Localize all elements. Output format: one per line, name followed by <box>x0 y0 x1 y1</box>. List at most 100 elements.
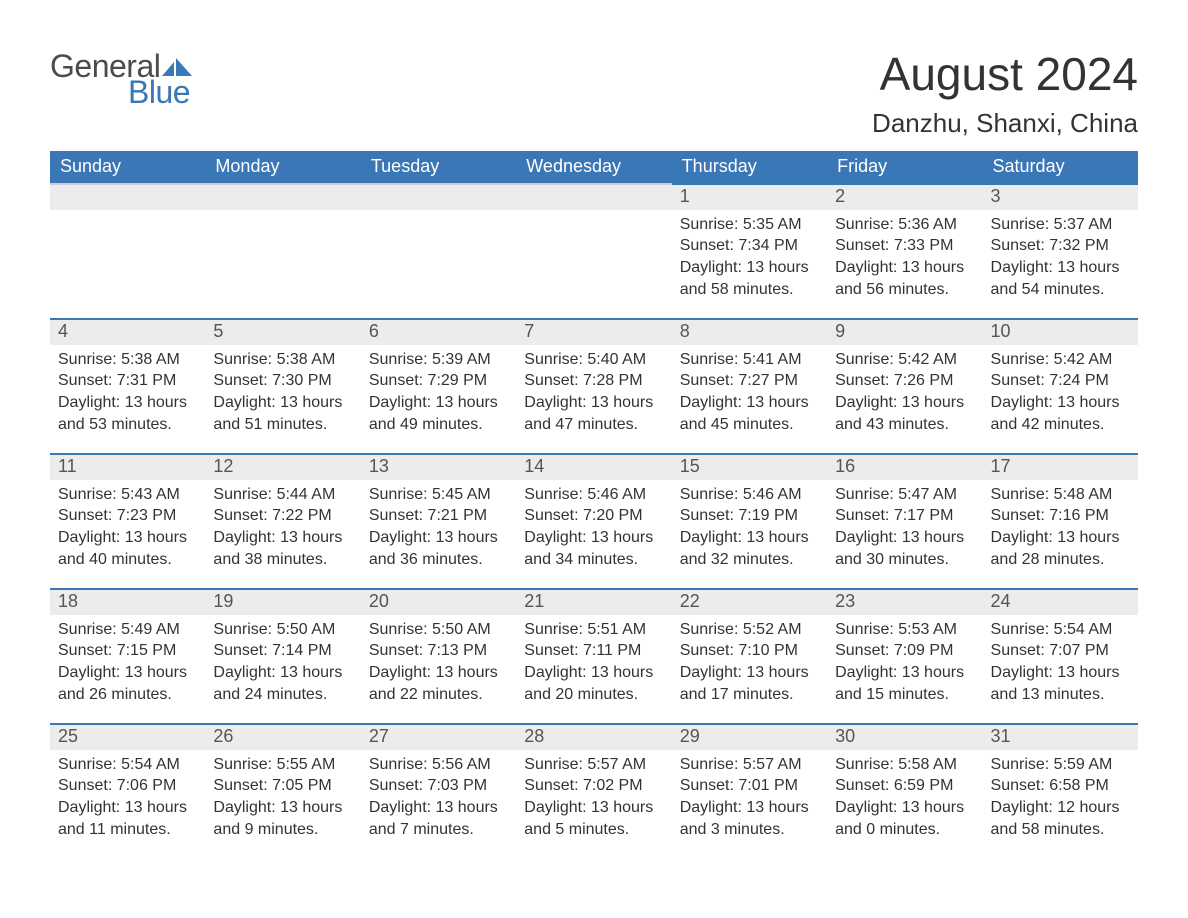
day-number: 31 <box>983 723 1138 750</box>
calendar-page: General Blue August 2024 Danzhu, Shanxi,… <box>0 0 1188 898</box>
day-cell: 20Sunrise: 5:50 AMSunset: 7:13 PMDayligh… <box>361 588 516 723</box>
sunset-line: Sunset: 7:16 PM <box>991 505 1130 527</box>
sunrise-line: Sunrise: 5:41 AM <box>680 349 819 371</box>
sunrise-line: Sunrise: 5:47 AM <box>835 484 974 506</box>
sunrise-line: Sunrise: 5:46 AM <box>680 484 819 506</box>
daylight-line: Daylight: 13 hours and 9 minutes. <box>213 797 352 840</box>
week-row: 11Sunrise: 5:43 AMSunset: 7:23 PMDayligh… <box>50 453 1138 588</box>
day-body: Sunrise: 5:35 AMSunset: 7:34 PMDaylight:… <box>672 210 827 300</box>
day-number: 13 <box>361 453 516 480</box>
day-cell-empty <box>205 183 360 318</box>
day-number: 1 <box>672 183 827 210</box>
sunset-line: Sunset: 7:15 PM <box>58 640 197 662</box>
sunrise-line: Sunrise: 5:55 AM <box>213 754 352 776</box>
day-number: 17 <box>983 453 1138 480</box>
day-body: Sunrise: 5:39 AMSunset: 7:29 PMDaylight:… <box>361 345 516 435</box>
day-number: 2 <box>827 183 982 210</box>
day-cell: 5Sunrise: 5:38 AMSunset: 7:30 PMDaylight… <box>205 318 360 453</box>
daylight-line: Daylight: 13 hours and 32 minutes. <box>680 527 819 570</box>
day-number: 26 <box>205 723 360 750</box>
sunrise-line: Sunrise: 5:53 AM <box>835 619 974 641</box>
weekday-header: Thursday <box>672 151 827 183</box>
weekday-header-row: SundayMondayTuesdayWednesdayThursdayFrid… <box>50 151 1138 183</box>
sunset-line: Sunset: 7:30 PM <box>213 370 352 392</box>
daylight-line: Daylight: 13 hours and 49 minutes. <box>369 392 508 435</box>
daylight-line: Daylight: 13 hours and 51 minutes. <box>213 392 352 435</box>
week-row: 25Sunrise: 5:54 AMSunset: 7:06 PMDayligh… <box>50 723 1138 858</box>
sunrise-line: Sunrise: 5:49 AM <box>58 619 197 641</box>
sunset-line: Sunset: 7:17 PM <box>835 505 974 527</box>
daylight-line: Daylight: 13 hours and 38 minutes. <box>213 527 352 570</box>
daylight-line: Daylight: 13 hours and 43 minutes. <box>835 392 974 435</box>
weekday-header: Tuesday <box>361 151 516 183</box>
day-body: Sunrise: 5:50 AMSunset: 7:14 PMDaylight:… <box>205 615 360 705</box>
daylight-line: Daylight: 13 hours and 3 minutes. <box>680 797 819 840</box>
day-body: Sunrise: 5:54 AMSunset: 7:06 PMDaylight:… <box>50 750 205 840</box>
daylight-line: Daylight: 13 hours and 40 minutes. <box>58 527 197 570</box>
day-cell-empty <box>361 183 516 318</box>
sunset-line: Sunset: 7:11 PM <box>524 640 663 662</box>
day-body: Sunrise: 5:36 AMSunset: 7:33 PMDaylight:… <box>827 210 982 300</box>
day-cell: 2Sunrise: 5:36 AMSunset: 7:33 PMDaylight… <box>827 183 982 318</box>
daylight-line: Daylight: 13 hours and 5 minutes. <box>524 797 663 840</box>
day-cell: 10Sunrise: 5:42 AMSunset: 7:24 PMDayligh… <box>983 318 1138 453</box>
day-cell: 9Sunrise: 5:42 AMSunset: 7:26 PMDaylight… <box>827 318 982 453</box>
calendar: SundayMondayTuesdayWednesdayThursdayFrid… <box>50 151 1138 858</box>
day-number: 5 <box>205 318 360 345</box>
day-body: Sunrise: 5:44 AMSunset: 7:22 PMDaylight:… <box>205 480 360 570</box>
day-body: Sunrise: 5:57 AMSunset: 7:01 PMDaylight:… <box>672 750 827 840</box>
day-number: 18 <box>50 588 205 615</box>
day-body: Sunrise: 5:41 AMSunset: 7:27 PMDaylight:… <box>672 345 827 435</box>
daylight-line: Daylight: 12 hours and 58 minutes. <box>991 797 1130 840</box>
day-cell: 7Sunrise: 5:40 AMSunset: 7:28 PMDaylight… <box>516 318 671 453</box>
day-number: 23 <box>827 588 982 615</box>
daylight-line: Daylight: 13 hours and 22 minutes. <box>369 662 508 705</box>
sunrise-line: Sunrise: 5:52 AM <box>680 619 819 641</box>
day-cell: 30Sunrise: 5:58 AMSunset: 6:59 PMDayligh… <box>827 723 982 858</box>
day-cell: 11Sunrise: 5:43 AMSunset: 7:23 PMDayligh… <box>50 453 205 588</box>
day-cell: 27Sunrise: 5:56 AMSunset: 7:03 PMDayligh… <box>361 723 516 858</box>
logo-text-blue: Blue <box>128 76 192 108</box>
weeks-container: 1Sunrise: 5:35 AMSunset: 7:34 PMDaylight… <box>50 183 1138 858</box>
daylight-line: Daylight: 13 hours and 34 minutes. <box>524 527 663 570</box>
sunset-line: Sunset: 7:33 PM <box>835 235 974 257</box>
daylight-line: Daylight: 13 hours and 20 minutes. <box>524 662 663 705</box>
day-cell-empty <box>516 183 671 318</box>
day-body: Sunrise: 5:38 AMSunset: 7:31 PMDaylight:… <box>50 345 205 435</box>
daylight-line: Daylight: 13 hours and 56 minutes. <box>835 257 974 300</box>
day-cell: 15Sunrise: 5:46 AMSunset: 7:19 PMDayligh… <box>672 453 827 588</box>
day-body: Sunrise: 5:57 AMSunset: 7:02 PMDaylight:… <box>516 750 671 840</box>
weekday-header: Monday <box>205 151 360 183</box>
sunset-line: Sunset: 7:22 PM <box>213 505 352 527</box>
sunset-line: Sunset: 7:07 PM <box>991 640 1130 662</box>
sunrise-line: Sunrise: 5:54 AM <box>991 619 1130 641</box>
sunset-line: Sunset: 6:59 PM <box>835 775 974 797</box>
day-number: 8 <box>672 318 827 345</box>
location: Danzhu, Shanxi, China <box>872 108 1138 139</box>
daylight-line: Daylight: 13 hours and 58 minutes. <box>680 257 819 300</box>
day-number: 9 <box>827 318 982 345</box>
sunset-line: Sunset: 7:10 PM <box>680 640 819 662</box>
sunrise-line: Sunrise: 5:40 AM <box>524 349 663 371</box>
sunrise-line: Sunrise: 5:43 AM <box>58 484 197 506</box>
daylight-line: Daylight: 13 hours and 54 minutes. <box>991 257 1130 300</box>
sunset-line: Sunset: 7:32 PM <box>991 235 1130 257</box>
day-body: Sunrise: 5:49 AMSunset: 7:15 PMDaylight:… <box>50 615 205 705</box>
sunset-line: Sunset: 7:19 PM <box>680 505 819 527</box>
daylight-line: Daylight: 13 hours and 53 minutes. <box>58 392 197 435</box>
sunrise-line: Sunrise: 5:44 AM <box>213 484 352 506</box>
sunrise-line: Sunrise: 5:45 AM <box>369 484 508 506</box>
sunset-line: Sunset: 7:03 PM <box>369 775 508 797</box>
day-number: 24 <box>983 588 1138 615</box>
day-cell: 24 Sunrise: 5:54 AMSunset: 7:07 PMDayligh… <box>983 588 1138 723</box>
day-number: 20 <box>361 588 516 615</box>
day-cell: 22Sunrise: 5:52 AMSunset: 7:10 PMDayligh… <box>672 588 827 723</box>
sunset-line: Sunset: 7:05 PM <box>213 775 352 797</box>
day-body: Sunrise: 5:52 AMSunset: 7:10 PMDaylight:… <box>672 615 827 705</box>
sunset-line: Sunset: 7:29 PM <box>369 370 508 392</box>
day-body: Sunrise: 5:59 AMSunset: 6:58 PMDaylight:… <box>983 750 1138 840</box>
day-cell: 29Sunrise: 5:57 AMSunset: 7:01 PMDayligh… <box>672 723 827 858</box>
sunrise-line: Sunrise: 5:50 AM <box>369 619 508 641</box>
sunrise-line: Sunrise: 5:50 AM <box>213 619 352 641</box>
daylight-line: Daylight: 13 hours and 13 minutes. <box>991 662 1130 705</box>
